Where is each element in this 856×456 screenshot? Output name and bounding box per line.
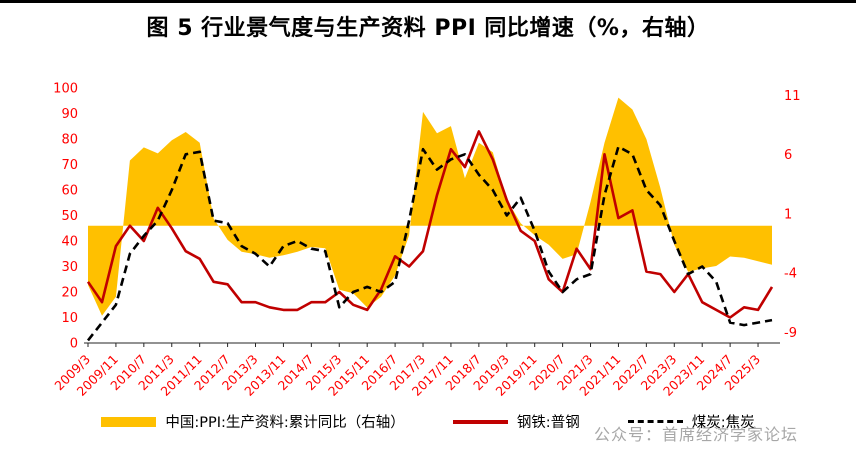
- coke-dashed-swatch-icon: [627, 420, 683, 423]
- left-axis-tick: 60: [61, 184, 78, 199]
- legend-label-steel: 钢铁:普钢: [516, 415, 580, 431]
- series-ppi-area: [88, 97, 772, 316]
- left-axis-tick: 0: [70, 337, 78, 352]
- chart-legend: 中国:PPI:生产资料:累计同比（右轴） 钢铁:普钢 煤炭:焦炭: [0, 411, 856, 432]
- right-axis-tick: 11: [784, 89, 801, 104]
- chart-title: 图 5 行业景气度与生产资料 PPI 同比增速（%，右轴）: [146, 16, 710, 41]
- right-axis-tick: 6: [784, 148, 792, 163]
- left-axis-tick: 40: [61, 235, 78, 250]
- left-axis-tick: 30: [61, 260, 78, 275]
- left-axis-tick: 20: [61, 286, 78, 301]
- left-axis-tick: 70: [61, 158, 78, 173]
- right-axis-tick: -9: [784, 326, 797, 341]
- series-lines: [86, 130, 774, 342]
- ppi-area-swatch-icon: [101, 416, 157, 427]
- legend-label-ppi: 中国:PPI:生产资料:累计同比（右轴）: [165, 415, 405, 431]
- left-axis-tick: 90: [61, 107, 78, 122]
- legend-item-steel: 钢铁:普钢: [452, 411, 580, 432]
- coke-line: [86, 145, 773, 342]
- steel-line: [86, 130, 774, 319]
- legend-label-coke: 煤炭:焦炭: [691, 415, 755, 431]
- legend-item-ppi: 中国:PPI:生产资料:累计同比（右轴）: [101, 411, 405, 432]
- left-axis-tick: 100: [53, 82, 78, 97]
- legend-item-coke: 煤炭:焦炭: [627, 411, 755, 432]
- right-axis-tick: 1: [784, 207, 792, 222]
- left-axis-tick: 80: [61, 133, 78, 148]
- ppi-area: [88, 97, 772, 316]
- steel-line-swatch-icon: [452, 419, 508, 424]
- left-axis-tick: 50: [61, 209, 78, 224]
- left-axis-tick: 10: [61, 311, 78, 326]
- right-axis-tick: -4: [784, 267, 797, 282]
